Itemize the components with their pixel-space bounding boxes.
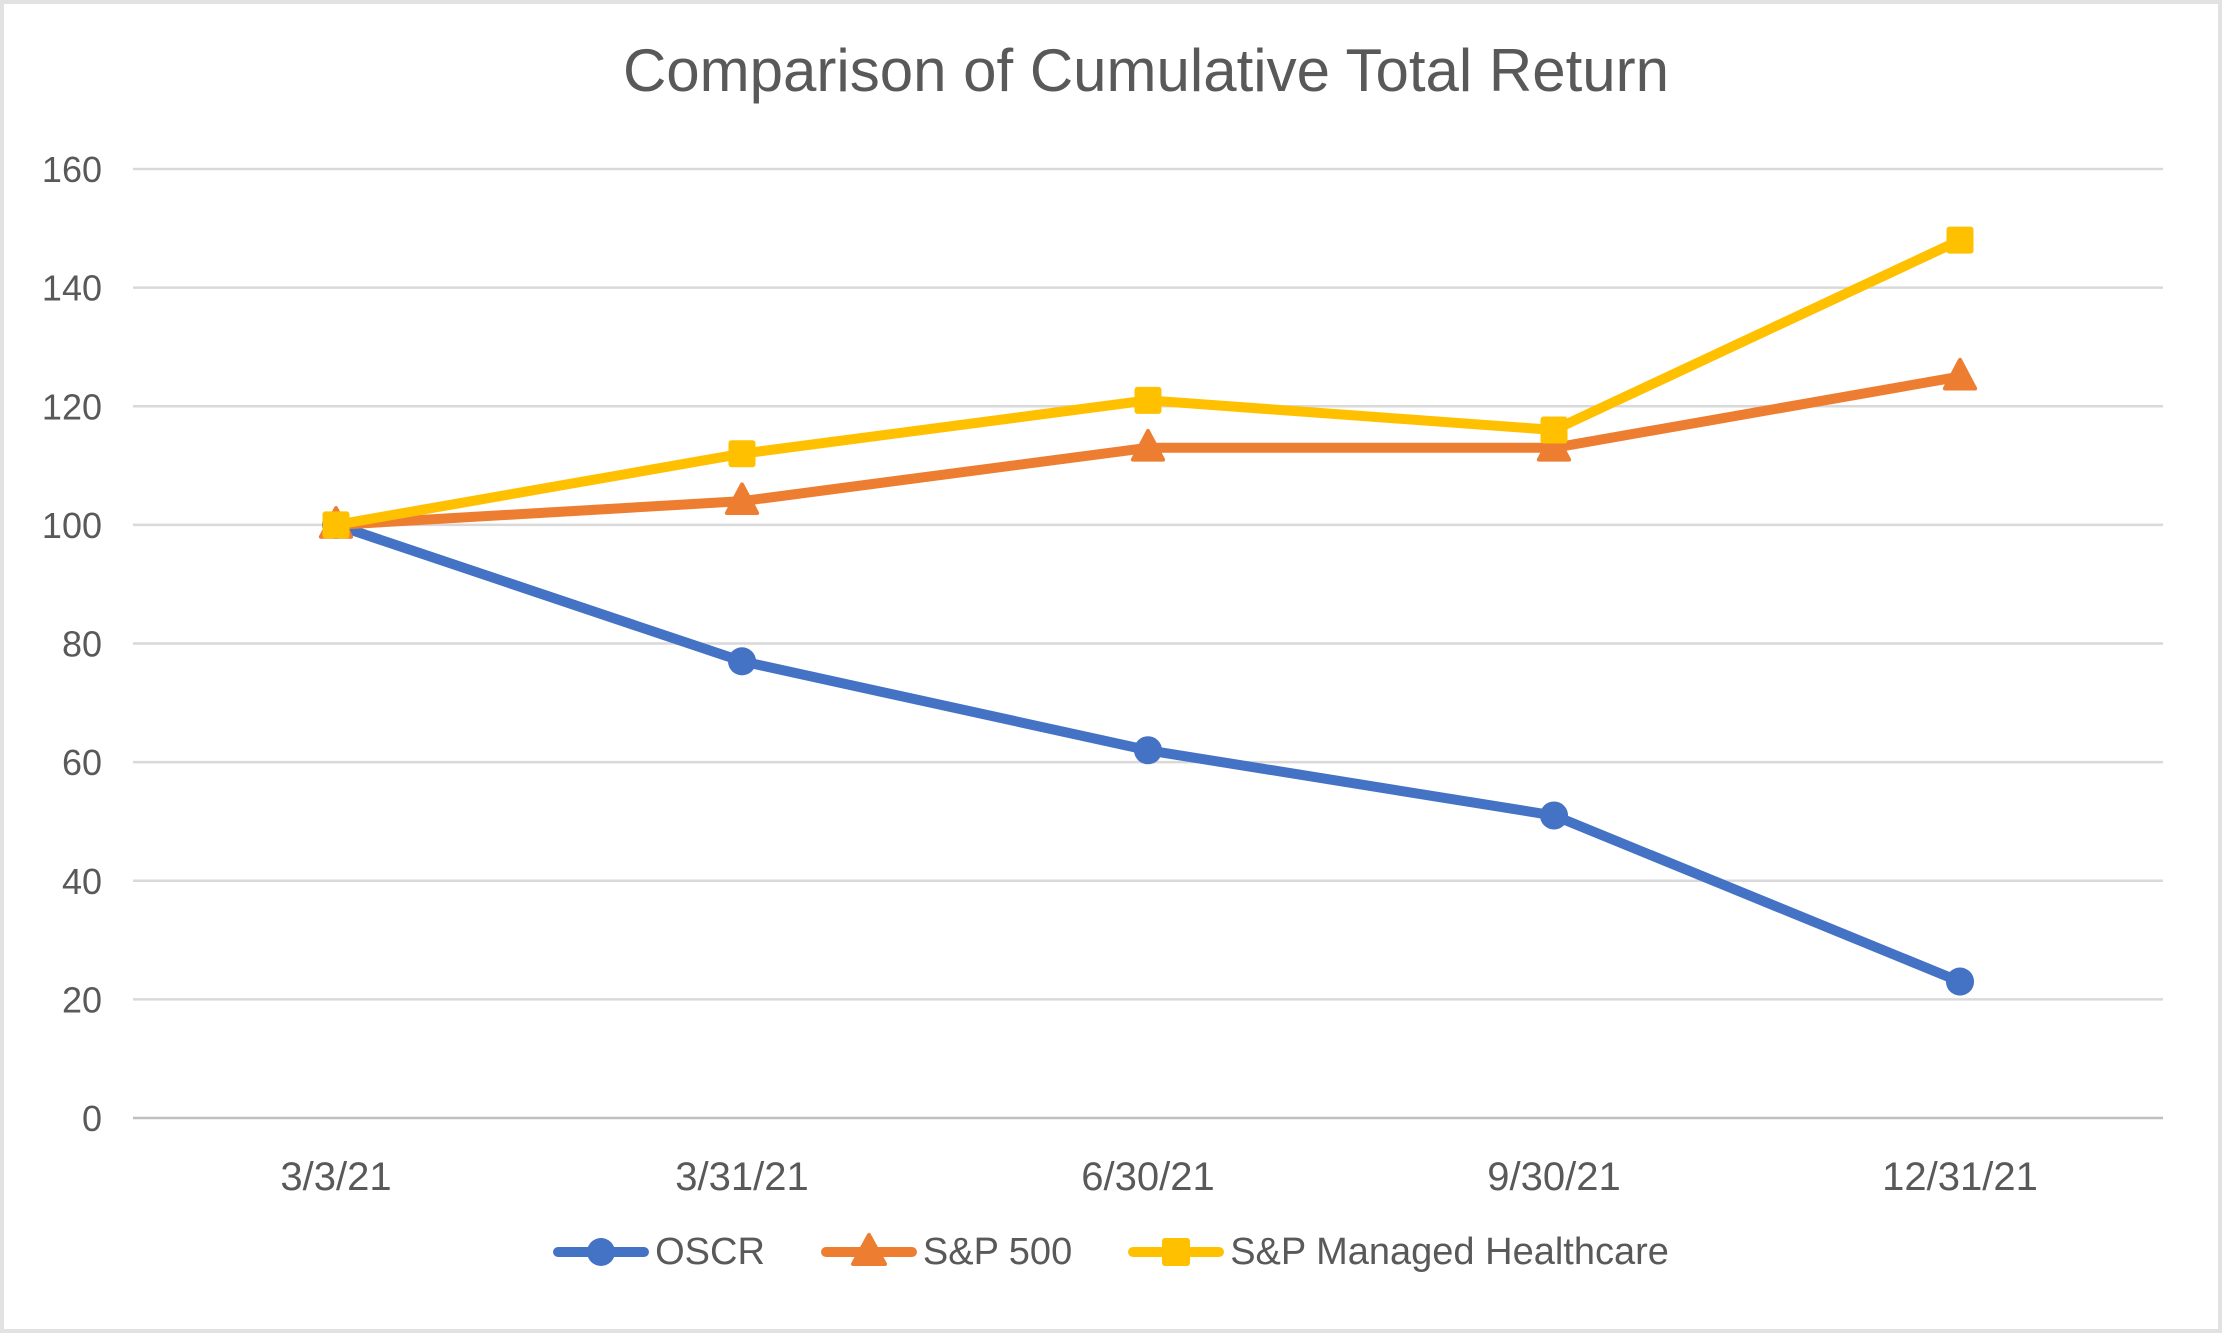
y-axis-tick-label: 40	[62, 861, 102, 902]
legend-marker-square-icon	[1162, 1238, 1191, 1266]
data-point-marker-oscr	[727, 647, 757, 676]
data-point-marker-s-p-managed-healthcare	[728, 440, 756, 468]
y-axis-tick-label: 100	[42, 505, 102, 546]
x-axis-tick-label: 12/31/21	[1882, 1155, 2038, 1199]
y-axis-tick-label: 120	[42, 386, 102, 427]
legend-label: OSCR	[655, 1230, 765, 1273]
legend-swatch-square-icon	[1128, 1238, 1225, 1266]
legend-swatch-triangle-icon	[820, 1233, 917, 1266]
legend-item-s-p-500: S&P 500	[820, 1230, 1073, 1274]
data-point-marker-s-p-managed-healthcare	[322, 511, 350, 539]
x-axis-tick-label: 3/31/21	[675, 1155, 808, 1199]
legend-item-oscr: OSCR	[553, 1230, 765, 1274]
y-axis-tick-label: 20	[62, 979, 102, 1020]
x-axis-tick-label: 6/30/21	[1081, 1155, 1214, 1199]
data-point-marker-s-p-managed-healthcare	[1134, 386, 1162, 414]
legend: OSCR S&P 500 S&P Managed Healthcare	[4, 1230, 2218, 1274]
data-point-marker-s-p-500	[1536, 429, 1572, 462]
chart-title: Comparison of Cumulative Total Return	[622, 37, 1670, 104]
series-line-s-p-managed-healthcare	[331, 235, 1965, 530]
y-axis-tick-label: 0	[82, 1098, 102, 1139]
data-point-marker-s-p-managed-healthcare	[1946, 226, 1974, 254]
data-point-marker-oscr	[1133, 736, 1163, 765]
x-axis-tick-label: 9/30/21	[1487, 1155, 1620, 1199]
legend-label: S&P Managed Healthcare	[1230, 1230, 1669, 1273]
legend-swatch-circle-icon	[553, 1238, 650, 1266]
data-point-marker-s-p-500	[1130, 429, 1166, 462]
legend-item-s-p-managed-healthcare: S&P Managed Healthcare	[1128, 1230, 1669, 1274]
y-axis-tick-label: 80	[62, 624, 102, 665]
y-axis-tick-label: 140	[42, 268, 102, 309]
legend-marker-circle-icon	[587, 1238, 616, 1266]
legend-marker-triangle-icon	[850, 1233, 887, 1266]
y-axis-tick-label: 160	[42, 149, 102, 190]
legend-label: S&P 500	[922, 1230, 1073, 1273]
data-point-marker-s-p-500	[724, 482, 760, 516]
plot-area: 0 20 40 60 80 100 120 140 160 3/3/21 3/31/21 6/30/2…	[42, 149, 2163, 1199]
data-point-marker-oscr	[1945, 967, 1975, 996]
data-point-marker-s-p-managed-healthcare	[1540, 416, 1568, 444]
y-axis-tick-label: 60	[62, 742, 102, 783]
data-point-marker-oscr	[1539, 801, 1569, 830]
x-axis-tick-label: 3/3/21	[280, 1155, 391, 1199]
data-point-marker-s-p-500	[1942, 357, 1978, 391]
